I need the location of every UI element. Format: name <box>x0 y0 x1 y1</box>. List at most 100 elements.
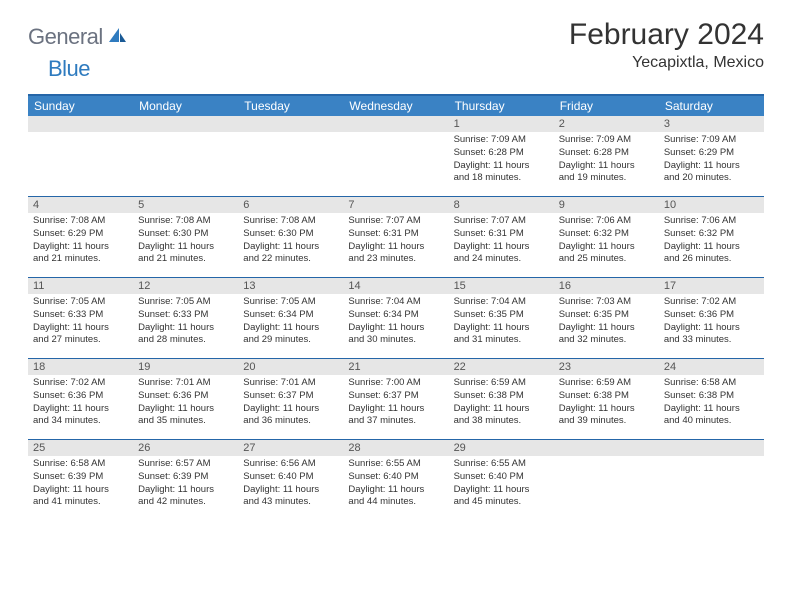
day-cell <box>133 132 238 196</box>
day-cell: Sunrise: 7:08 AMSunset: 6:29 PMDaylight:… <box>28 213 133 277</box>
day-number-row: 45678910 <box>28 197 764 213</box>
daylight-text: and 35 minutes. <box>138 415 233 428</box>
daylight-text: and 29 minutes. <box>243 334 338 347</box>
daylight-text: Daylight: 11 hours <box>348 241 443 254</box>
day-cell: Sunrise: 6:59 AMSunset: 6:38 PMDaylight:… <box>554 375 659 439</box>
day-cell: Sunrise: 7:06 AMSunset: 6:32 PMDaylight:… <box>554 213 659 277</box>
sunrise-text: Sunrise: 7:05 AM <box>33 296 128 309</box>
daylight-text: Daylight: 11 hours <box>138 241 233 254</box>
day-cell: Sunrise: 6:57 AMSunset: 6:39 PMDaylight:… <box>133 456 238 520</box>
daylight-text: and 31 minutes. <box>454 334 549 347</box>
day-cell: Sunrise: 7:05 AMSunset: 6:34 PMDaylight:… <box>238 294 343 358</box>
day-cell <box>343 132 448 196</box>
daylight-text: Daylight: 11 hours <box>33 322 128 335</box>
logo-sail-icon <box>107 26 127 49</box>
sunset-text: Sunset: 6:36 PM <box>138 390 233 403</box>
day-number: 22 <box>449 359 554 375</box>
daylight-text: and 42 minutes. <box>138 496 233 509</box>
day-number: 26 <box>133 440 238 456</box>
sunrise-text: Sunrise: 7:05 AM <box>243 296 338 309</box>
daylight-text: and 41 minutes. <box>33 496 128 509</box>
sunrise-text: Sunrise: 7:09 AM <box>454 134 549 147</box>
weekday-header: Wednesday <box>343 96 448 116</box>
day-number-row: 123 <box>28 116 764 132</box>
daylight-text: and 24 minutes. <box>454 253 549 266</box>
day-cell: Sunrise: 7:01 AMSunset: 6:36 PMDaylight:… <box>133 375 238 439</box>
weekday-header: Monday <box>133 96 238 116</box>
day-body-row: Sunrise: 7:05 AMSunset: 6:33 PMDaylight:… <box>28 294 764 358</box>
day-cell <box>554 456 659 520</box>
day-number: 29 <box>449 440 554 456</box>
sunrise-text: Sunrise: 7:03 AM <box>559 296 654 309</box>
daylight-text: Daylight: 11 hours <box>559 322 654 335</box>
day-number: 4 <box>28 197 133 213</box>
daylight-text: and 25 minutes. <box>559 253 654 266</box>
day-number <box>133 116 238 132</box>
weekday-header: Thursday <box>449 96 554 116</box>
day-cell <box>238 132 343 196</box>
sunrise-text: Sunrise: 7:08 AM <box>33 215 128 228</box>
day-number: 24 <box>659 359 764 375</box>
day-cell: Sunrise: 6:55 AMSunset: 6:40 PMDaylight:… <box>449 456 554 520</box>
sunrise-text: Sunrise: 6:55 AM <box>348 458 443 471</box>
daylight-text: Daylight: 11 hours <box>33 241 128 254</box>
day-number: 8 <box>449 197 554 213</box>
sunrise-text: Sunrise: 7:06 AM <box>664 215 759 228</box>
day-cell: Sunrise: 7:07 AMSunset: 6:31 PMDaylight:… <box>343 213 448 277</box>
sunrise-text: Sunrise: 7:08 AM <box>138 215 233 228</box>
daylight-text: and 21 minutes. <box>138 253 233 266</box>
daylight-text: Daylight: 11 hours <box>243 484 338 497</box>
daylight-text: and 33 minutes. <box>664 334 759 347</box>
daylight-text: Daylight: 11 hours <box>33 403 128 416</box>
sunrise-text: Sunrise: 6:57 AM <box>138 458 233 471</box>
daylight-text: and 28 minutes. <box>138 334 233 347</box>
daylight-text: Daylight: 11 hours <box>454 160 549 173</box>
daylight-text: Daylight: 11 hours <box>243 403 338 416</box>
daylight-text: and 39 minutes. <box>559 415 654 428</box>
sunset-text: Sunset: 6:34 PM <box>348 309 443 322</box>
sunrise-text: Sunrise: 7:02 AM <box>664 296 759 309</box>
daylight-text: Daylight: 11 hours <box>454 403 549 416</box>
day-cell: Sunrise: 7:09 AMSunset: 6:29 PMDaylight:… <box>659 132 764 196</box>
day-number <box>238 116 343 132</box>
daylight-text: Daylight: 11 hours <box>348 322 443 335</box>
day-number-row: 11121314151617 <box>28 278 764 294</box>
day-cell <box>659 456 764 520</box>
daylight-text: and 36 minutes. <box>243 415 338 428</box>
sunset-text: Sunset: 6:30 PM <box>243 228 338 241</box>
day-body-row: Sunrise: 7:08 AMSunset: 6:29 PMDaylight:… <box>28 213 764 277</box>
daylight-text: and 32 minutes. <box>559 334 654 347</box>
day-cell: Sunrise: 7:04 AMSunset: 6:34 PMDaylight:… <box>343 294 448 358</box>
day-cell: Sunrise: 7:05 AMSunset: 6:33 PMDaylight:… <box>133 294 238 358</box>
day-cell: Sunrise: 6:58 AMSunset: 6:39 PMDaylight:… <box>28 456 133 520</box>
sunset-text: Sunset: 6:34 PM <box>243 309 338 322</box>
logo-text-general: General <box>28 24 103 50</box>
sunset-text: Sunset: 6:33 PM <box>138 309 233 322</box>
sunset-text: Sunset: 6:39 PM <box>138 471 233 484</box>
day-number <box>343 116 448 132</box>
daylight-text: and 44 minutes. <box>348 496 443 509</box>
daylight-text: Daylight: 11 hours <box>664 160 759 173</box>
sunrise-text: Sunrise: 6:56 AM <box>243 458 338 471</box>
daylight-text: Daylight: 11 hours <box>454 322 549 335</box>
daylight-text: Daylight: 11 hours <box>138 322 233 335</box>
weekday-header: Sunday <box>28 96 133 116</box>
daylight-text: and 27 minutes. <box>33 334 128 347</box>
day-body-row: Sunrise: 7:02 AMSunset: 6:36 PMDaylight:… <box>28 375 764 439</box>
day-body-row: Sunrise: 6:58 AMSunset: 6:39 PMDaylight:… <box>28 456 764 520</box>
sunrise-text: Sunrise: 6:59 AM <box>454 377 549 390</box>
day-cell <box>28 132 133 196</box>
sunset-text: Sunset: 6:40 PM <box>243 471 338 484</box>
daylight-text: Daylight: 11 hours <box>559 160 654 173</box>
day-body-row: Sunrise: 7:09 AMSunset: 6:28 PMDaylight:… <box>28 132 764 196</box>
day-cell: Sunrise: 7:04 AMSunset: 6:35 PMDaylight:… <box>449 294 554 358</box>
sunrise-text: Sunrise: 7:01 AM <box>138 377 233 390</box>
day-number <box>554 440 659 456</box>
day-number: 11 <box>28 278 133 294</box>
sunset-text: Sunset: 6:40 PM <box>454 471 549 484</box>
calendar-grid: Sunday Monday Tuesday Wednesday Thursday… <box>28 94 764 520</box>
daylight-text: Daylight: 11 hours <box>138 403 233 416</box>
sunset-text: Sunset: 6:38 PM <box>664 390 759 403</box>
day-cell: Sunrise: 7:03 AMSunset: 6:35 PMDaylight:… <box>554 294 659 358</box>
weekday-header: Tuesday <box>238 96 343 116</box>
